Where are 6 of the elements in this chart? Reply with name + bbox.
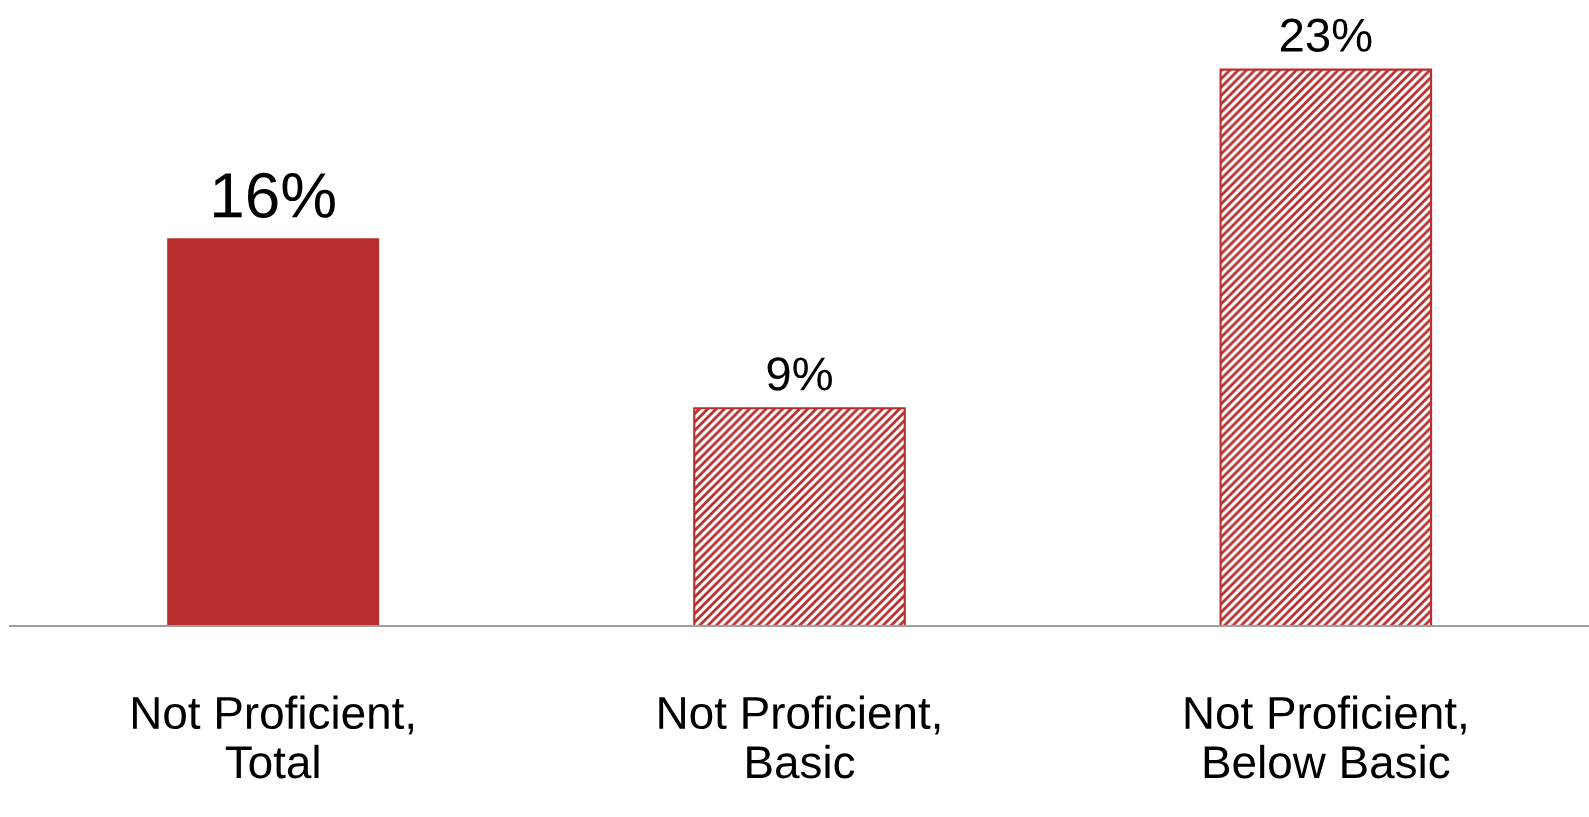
x-tick-label: Not Proficient, Basic [659,695,940,779]
x-tick-label: Not Proficient, Below Basic [1185,695,1466,779]
data-label: 16% [214,172,335,218]
x-tick-label: Not Proficient, Total [133,695,413,779]
data-label: 23% [1280,18,1372,52]
data-label: 9% [767,357,832,391]
